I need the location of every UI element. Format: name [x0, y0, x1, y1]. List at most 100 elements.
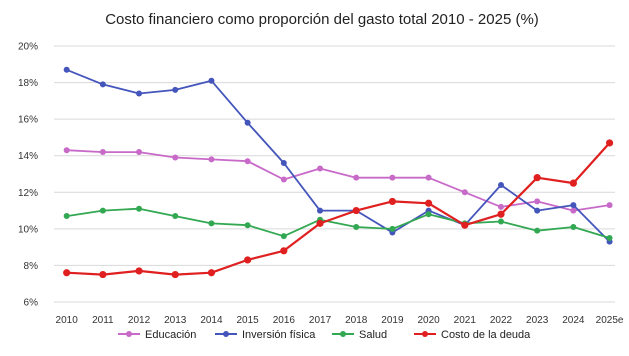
data-point [280, 176, 287, 183]
x-tick-label: 2021 [454, 315, 477, 326]
data-point [606, 235, 613, 241]
x-tick-label: 2016 [273, 315, 296, 326]
data-point [569, 179, 577, 187]
legend-item: Inversión física [215, 329, 316, 341]
x-tick-label: 2017 [309, 315, 332, 326]
series-line [66, 149, 610, 212]
x-tick-label: 2023 [526, 315, 549, 326]
data-point [99, 207, 106, 214]
series-line [66, 142, 611, 276]
chart-title: Costo financiero como proporción del gas… [105, 11, 539, 28]
legend-label: Educación [145, 329, 196, 341]
data-point [497, 218, 504, 225]
data-point [280, 233, 287, 240]
x-tick-label: 2014 [200, 315, 223, 326]
data-point [172, 213, 179, 220]
data-point [99, 81, 106, 88]
data-point [171, 270, 179, 279]
data-point [461, 189, 468, 196]
x-tick-label: 2019 [381, 315, 404, 326]
data-point [317, 207, 324, 214]
legend-label: Salud [359, 329, 387, 341]
data-point [425, 211, 432, 218]
data-point [497, 181, 504, 188]
x-tick-label: 2011 [92, 315, 114, 326]
data-point [280, 160, 287, 167]
data-point [534, 198, 541, 205]
x-axis-ticks: 2010 2011 2012 2013 2014 2015 2016 2017 2018 2019… [56, 315, 624, 326]
data-point [317, 165, 324, 172]
data-point [244, 256, 252, 264]
data-point [99, 270, 107, 279]
y-tick-label: 10% [18, 224, 38, 235]
legend-item: Salud [332, 329, 387, 341]
series-line [66, 68, 611, 243]
data-point [172, 86, 179, 93]
data-point [136, 90, 143, 97]
series-0 [63, 147, 613, 214]
legend-item: Costo de la deuda [414, 329, 531, 341]
data-point [244, 222, 251, 229]
data-point [244, 119, 251, 126]
data-point [497, 203, 504, 210]
data-point [99, 149, 106, 156]
series-layer [63, 66, 614, 279]
legend-swatch-marker [422, 331, 428, 337]
y-tick-label: 12% [18, 188, 38, 199]
data-point [244, 158, 251, 165]
y-tick-label: 14% [18, 151, 38, 162]
y-axis-ticks: 6% 8% 10% 12% 14% 16% 18% 20% [18, 42, 38, 309]
data-point [353, 224, 360, 231]
data-point [606, 202, 613, 209]
data-point [425, 174, 432, 181]
legend-swatch-marker [340, 331, 346, 337]
y-tick-label: 6% [24, 298, 39, 309]
x-tick-label: 2024 [562, 315, 585, 326]
data-point [389, 174, 396, 181]
gridlines [54, 45, 615, 303]
data-point [570, 224, 577, 231]
data-point [570, 202, 577, 209]
legend-swatch-marker [223, 331, 229, 337]
data-point [570, 207, 577, 214]
x-tick-label: 2015 [237, 315, 260, 326]
data-point [534, 227, 541, 234]
data-point [605, 139, 614, 147]
x-tick-label: 2010 [56, 315, 79, 326]
legend-label: Inversión física [242, 329, 316, 341]
data-point [425, 199, 433, 207]
data-point [172, 154, 179, 161]
y-tick-label: 8% [24, 261, 39, 272]
x-tick-label: 2025e [596, 315, 624, 326]
x-tick-label: 2020 [417, 315, 440, 326]
series-3 [63, 139, 614, 279]
data-point [208, 156, 215, 163]
data-point [353, 174, 360, 181]
data-point [207, 269, 216, 277]
series-2 [63, 205, 613, 241]
data-point [534, 207, 541, 214]
data-point [63, 269, 71, 277]
y-tick-label: 20% [18, 42, 38, 53]
legend-swatch-marker [126, 331, 132, 337]
data-point [63, 66, 70, 73]
data-point [280, 247, 288, 255]
data-point [389, 225, 396, 232]
data-point [497, 210, 505, 218]
data-point [63, 147, 70, 154]
x-tick-label: 2022 [490, 315, 513, 326]
legend-item: Educación [118, 329, 196, 341]
data-point [461, 221, 469, 229]
data-point [135, 267, 143, 275]
x-tick-label: 2012 [128, 315, 151, 326]
data-point [63, 213, 70, 220]
y-tick-label: 16% [18, 115, 38, 126]
series-line [66, 207, 610, 239]
x-tick-label: 2018 [345, 315, 368, 326]
data-point [136, 149, 143, 156]
data-point [136, 205, 143, 212]
y-tick-label: 18% [18, 78, 38, 89]
data-point [533, 174, 541, 182]
data-point [388, 197, 397, 206]
